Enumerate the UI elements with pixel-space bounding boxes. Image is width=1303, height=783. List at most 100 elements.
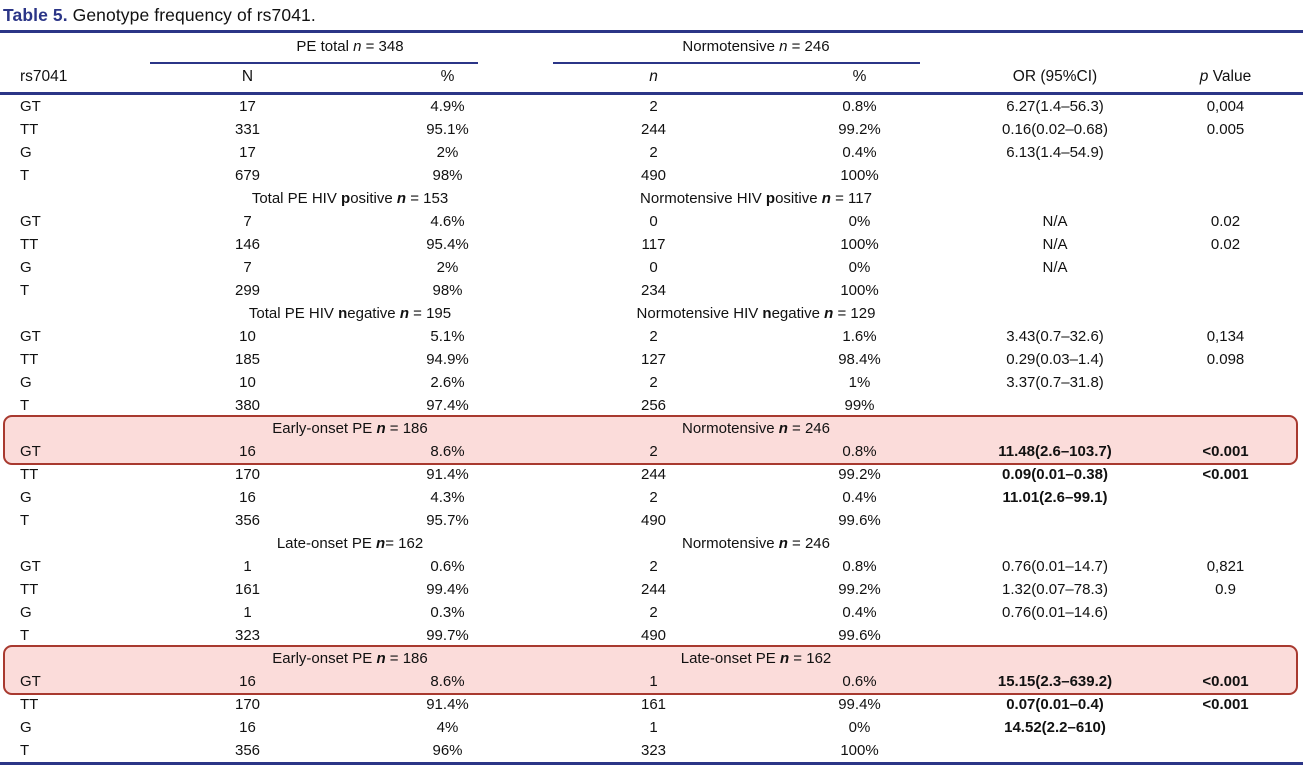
cell-genotype: G xyxy=(20,259,32,276)
cell-n-pe: 10 xyxy=(239,328,256,345)
cell-n-pe: 170 xyxy=(234,466,261,483)
cell-p-value xyxy=(1148,164,1303,187)
cell-p-value xyxy=(1148,509,1303,532)
cell-n-control: 244 xyxy=(640,121,667,138)
subheader-spacer xyxy=(0,187,150,210)
cell-n-control: 2 xyxy=(649,328,658,345)
cell-or xyxy=(962,739,1148,762)
cell-n-control: 0 xyxy=(649,213,658,230)
cell-p-value xyxy=(1148,141,1303,164)
cell-p-value: 0.098 xyxy=(1206,351,1245,368)
cell-genotype: GT xyxy=(20,673,41,690)
cell-pct-pe: 0.3% xyxy=(430,604,465,621)
cell-pct-control: 1% xyxy=(848,374,871,391)
text-segment: = 162 xyxy=(385,535,424,552)
cell-pct-control: 100% xyxy=(840,167,879,184)
cell-pct-control: 0.6% xyxy=(842,673,877,690)
group-header-spacer xyxy=(0,33,150,64)
cell-or: 6.27(1.4–56.3) xyxy=(1006,98,1104,115)
table-group-header: PE total n = 348 Normotensive n = 246 xyxy=(0,33,1303,64)
cell-pct-pe: 8.6% xyxy=(430,443,465,460)
cell-genotype: T xyxy=(20,167,30,184)
table-row: TT 170 91.4% 244 99.2% 0.09(0.01–0.38) <0.001 xyxy=(0,463,1303,486)
subheader-spacer xyxy=(0,417,150,440)
text-segment: n xyxy=(338,305,348,322)
text-segment: p xyxy=(1199,68,1209,85)
cell-pct-pe: 95.7% xyxy=(426,512,469,529)
subheader-left-label: Early-onset PE n = 186 xyxy=(150,417,550,440)
text-segment: = 348 xyxy=(361,38,404,55)
text-segment: PE total xyxy=(296,38,354,55)
cell-pct-control: 99.6% xyxy=(838,627,881,644)
cell-genotype: GT xyxy=(20,98,41,115)
table-row: T 356 95.7% 490 99.6% xyxy=(0,509,1303,532)
cell-pct-control: 0.4% xyxy=(842,489,877,506)
text-segment: Table 5. xyxy=(3,5,68,25)
cell-p-value: <0.001 xyxy=(1202,466,1249,483)
table-row: GT 10 5.1% 2 1.6% 3.43(0.7–32.6) 0,134 xyxy=(0,325,1303,348)
text-segment: Late-onset PE xyxy=(680,650,780,667)
cell-or: 0.09(0.01–0.38) xyxy=(1002,466,1108,483)
text-segment: Early-onset PE xyxy=(272,420,377,437)
table-row: TT 331 95.1% 244 99.2% 0.16(0.02–0.68) 0.005 xyxy=(0,118,1303,141)
cell-or: 14.52(2.2–610) xyxy=(1004,719,1106,736)
cell-pct-control: 0.8% xyxy=(842,98,877,115)
cell-pct-pe: 91.4% xyxy=(426,696,469,713)
table-row: TT 170 91.4% 161 99.4% 0.07(0.01–0.4) <0.001 xyxy=(0,693,1303,716)
bottom-rule xyxy=(0,762,1303,765)
cell-genotype: GT xyxy=(20,443,41,460)
text-segment: n xyxy=(779,650,790,667)
cell-p-value: 0.9 xyxy=(1215,581,1236,598)
cell-or xyxy=(962,624,1148,647)
cell-n-pe: 7 xyxy=(243,259,252,276)
text-segment: egative xyxy=(771,305,825,322)
cell-pct-pe: 2.6% xyxy=(430,374,465,391)
cell-pct-pe: 4.9% xyxy=(430,98,465,115)
table-row: T 323 99.7% 490 99.6% xyxy=(0,624,1303,647)
cell-or xyxy=(962,164,1148,187)
text-segment: n xyxy=(376,650,386,667)
cell-pct-pe: 91.4% xyxy=(426,466,469,483)
cell-or: 3.43(0.7–32.6) xyxy=(1006,328,1104,345)
cell-n-pe: 161 xyxy=(234,581,261,598)
subheader-row: Early-onset PE n = 186 Late-onset PE n = … xyxy=(0,647,1303,670)
cell-pct-pe: 94.9% xyxy=(426,351,469,368)
text-segment: = 153 xyxy=(406,190,449,207)
table-row: T 356 96% 323 100% xyxy=(0,739,1303,762)
cell-genotype: T xyxy=(20,512,30,529)
text-segment: Normotensive xyxy=(682,38,780,55)
cell-or: 11.01(2.6–99.1) xyxy=(1002,489,1108,506)
cell-pct-control: 0.4% xyxy=(842,604,877,621)
subheader-spacer-right xyxy=(962,302,1303,325)
cell-pct-control: 100% xyxy=(840,742,879,759)
cell-pct-pe: 98% xyxy=(432,167,463,184)
cell-n-control: 244 xyxy=(640,581,667,598)
table-row: GT 16 8.6% 1 0.6% 15.15(2.3–639.2) <0.001 xyxy=(0,670,1303,693)
cell-genotype: TT xyxy=(20,466,39,483)
text-segment: p xyxy=(341,190,351,207)
cell-p-value: <0.001 xyxy=(1202,673,1249,690)
cell-n-pe: 356 xyxy=(234,742,261,759)
text-segment: Normotensive HIV xyxy=(636,305,763,322)
cell-n-pe: 146 xyxy=(234,236,261,253)
cell-n-control: 161 xyxy=(640,696,667,713)
text-segment: % xyxy=(852,68,867,85)
cell-or: 0.07(0.01–0.4) xyxy=(1006,696,1104,713)
cell-genotype: TT xyxy=(20,581,39,598)
subheader-right-label: Normotensive n = 246 xyxy=(550,417,962,440)
cell-n-control: 127 xyxy=(640,351,667,368)
cell-genotype: TT xyxy=(20,121,39,138)
table-row: GT 16 8.6% 2 0.8% 11.48(2.6–103.7) <0.001 xyxy=(0,440,1303,463)
table-row: T 679 98% 490 100% xyxy=(0,164,1303,187)
text-segment: p xyxy=(765,190,776,207)
cell-pct-control: 0.8% xyxy=(842,443,877,460)
cell-n-control: 244 xyxy=(640,466,667,483)
table-column-header: rs7041 N % n % OR (95%CI) p Value xyxy=(0,64,1303,95)
cell-p-value xyxy=(1148,624,1303,647)
cell-or: 0.76(0.01–14.6) xyxy=(1002,604,1108,621)
col-or: OR (95%CI) xyxy=(962,64,1148,92)
group-header-spacer-right xyxy=(962,33,1303,64)
cell-pct-pe: 95.1% xyxy=(426,121,469,138)
cell-genotype: G xyxy=(20,719,32,736)
subheader-spacer xyxy=(0,302,150,325)
